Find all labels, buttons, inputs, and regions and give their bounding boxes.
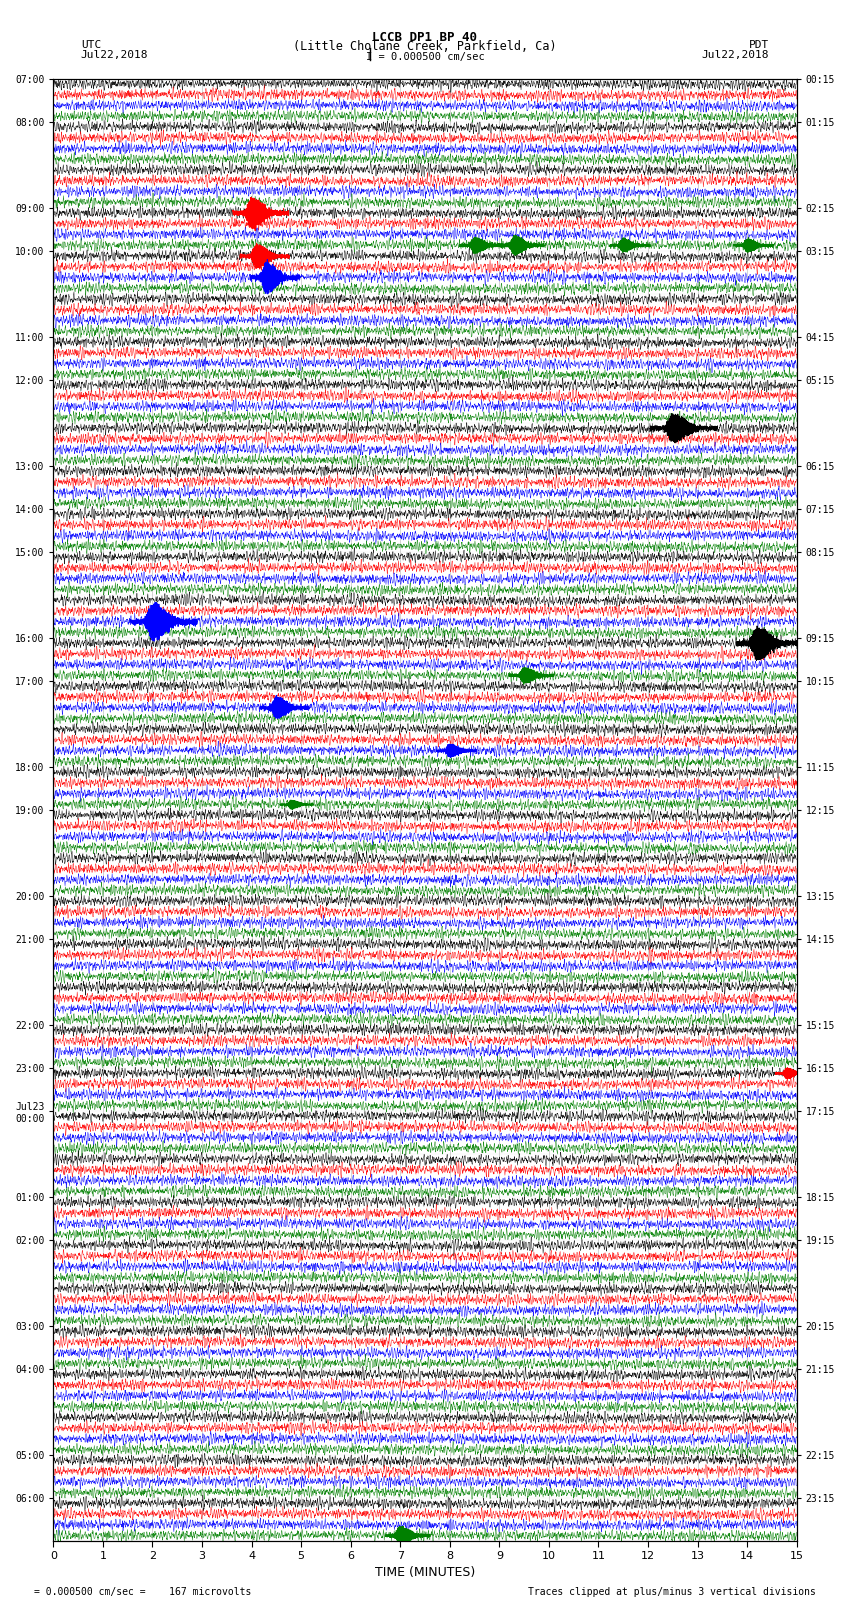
Text: Jul22,2018: Jul22,2018 — [81, 50, 148, 60]
Text: I = 0.000500 cm/sec: I = 0.000500 cm/sec — [366, 52, 484, 61]
Text: UTC: UTC — [81, 40, 101, 50]
X-axis label: TIME (MINUTES): TIME (MINUTES) — [375, 1566, 475, 1579]
Text: Traces clipped at plus/minus 3 vertical divisions: Traces clipped at plus/minus 3 vertical … — [528, 1587, 816, 1597]
Text: PDT: PDT — [749, 40, 769, 50]
Text: (Little Cholane Creek, Parkfield, Ca): (Little Cholane Creek, Parkfield, Ca) — [293, 40, 557, 53]
Text: LCCB DP1 BP 40: LCCB DP1 BP 40 — [372, 31, 478, 44]
Text: Jul22,2018: Jul22,2018 — [702, 50, 769, 60]
Text: = 0.000500 cm/sec =    167 microvolts: = 0.000500 cm/sec = 167 microvolts — [34, 1587, 252, 1597]
